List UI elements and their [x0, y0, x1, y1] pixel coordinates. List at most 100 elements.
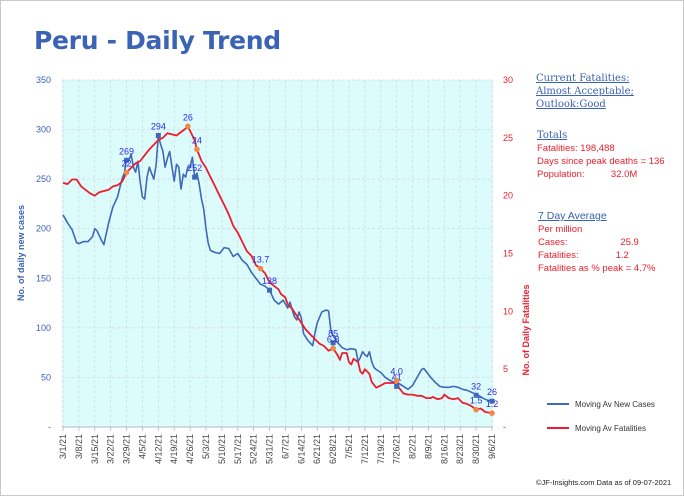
- x-axis: 3/1/21 3/8/21 3/15/21 3/22/21 3/29/21 4/5/21 4…: [58, 427, 497, 464]
- cases-data-label: 252: [187, 163, 202, 173]
- y-tick-label-right: 15: [503, 249, 513, 259]
- fatalities-data-label: 1.5: [470, 396, 483, 406]
- y-tick-label-right: 10: [503, 306, 513, 316]
- cases-marker: [473, 392, 479, 398]
- x-tick-label: 6/21/21: [312, 434, 322, 464]
- fatalities-data-label: 22: [122, 159, 132, 169]
- x-tick-label: 3/15/21: [90, 434, 100, 464]
- totals-box: Totals Fatalities: 198,488 Days since pe…: [537, 129, 665, 181]
- cases-marker: [192, 174, 198, 180]
- x-tick-label: 4/19/21: [169, 434, 179, 464]
- cases-line: [62, 134, 493, 402]
- y-tick-label-right: 5: [503, 364, 508, 374]
- y-tick-label-right: -: [503, 422, 506, 432]
- y-tick-label-left: 300: [36, 125, 51, 135]
- avg-heading: 7 Day Average: [538, 210, 607, 222]
- legend-item-fatalities: Moving Av Fatalities: [547, 416, 655, 440]
- y-tick-label-right: 20: [503, 191, 513, 201]
- legend-label-fatalities: Moving Av Fatalities: [575, 423, 646, 433]
- y-tick-label-left: 150: [36, 273, 51, 283]
- page-title: Peru - Daily Trend: [34, 26, 281, 55]
- series-lines: [62, 125, 493, 414]
- y-axis-label-right: No. of Daily Fatalities: [521, 284, 531, 375]
- y-tick-label-left: 200: [36, 224, 51, 234]
- x-tick-label: 9/6/21: [487, 434, 497, 459]
- x-tick-label: 6/14/21: [296, 434, 306, 464]
- x-tick-label: 6/7/21: [280, 434, 290, 459]
- fatalities-data-label: 24: [192, 135, 202, 145]
- avg-per-million: Per million: [538, 224, 583, 235]
- series-markers: 269 294 252 138 85 41 32 26 22 26 24 13.7 6.8 4.0 1.5 1…: [119, 112, 498, 416]
- totals-heading: Totals: [537, 130, 568, 141]
- x-tick-label: 8/9/21: [423, 434, 433, 459]
- fatalities-marker: [489, 410, 495, 416]
- x-tick-label: 5/17/21: [233, 434, 243, 464]
- fatalities-marker: [330, 345, 336, 352]
- fatalities-marker: [194, 146, 200, 153]
- x-tick-label: 8/16/21: [439, 434, 449, 464]
- cases-data-label: 138: [262, 276, 277, 286]
- x-tick-label: 7/5/21: [344, 434, 354, 459]
- y-tick-label-right: 30: [503, 75, 513, 85]
- fatalities-data-label: 4.0: [390, 367, 403, 377]
- gridlines: [62, 79, 493, 428]
- y-axis-right: - 5 10 15 20 25 30: [503, 75, 513, 432]
- cases-data-label: 85: [328, 329, 338, 339]
- fatalities-data-label: 6.8: [327, 334, 340, 344]
- y-axis-label-left: No. of daily new cases: [16, 205, 26, 301]
- avg-pct-peak: Fatalities as % peak = 4.7%: [538, 263, 656, 274]
- x-tick-label: 7/26/21: [392, 434, 402, 464]
- legend-item-cases: Moving Av New Cases: [547, 392, 655, 416]
- outlook-line-1: Current Fatalities:: [536, 73, 630, 84]
- cases-marker: [124, 157, 130, 163]
- x-tick-label: 8/2/21: [408, 434, 418, 459]
- cases-marker: [330, 340, 336, 346]
- x-tick-label: 3/22/21: [106, 434, 116, 464]
- x-tick-label: 3/8/21: [74, 434, 84, 459]
- y-tick-label-left: 350: [36, 75, 51, 85]
- outlook-line-3: Outlook:Good: [536, 99, 606, 110]
- x-tick-label: 8/30/21: [471, 434, 481, 464]
- cases-marker: [394, 383, 400, 389]
- x-tick-label: 7/19/21: [376, 434, 386, 464]
- x-tick-label: 5/24/21: [249, 434, 259, 464]
- legend-swatch-cases: [547, 403, 569, 405]
- avg-fatalities: Fatalities: 1.2: [538, 250, 629, 261]
- totals-days-since-peak: Days since peak deaths = 136: [537, 156, 665, 167]
- y-axis-left: - 50 100 150 200 250 300 350: [36, 75, 51, 432]
- outlook-box: Current Fatalities: Almost Acceptable; O…: [536, 72, 684, 111]
- fatalities-data-label: 13.7: [252, 255, 270, 265]
- legend-swatch-fatalities: [547, 427, 569, 429]
- x-tick-label: 4/5/21: [137, 434, 147, 459]
- cases-data-label: 26: [487, 387, 497, 397]
- seven-day-average-box: 7 Day Average Per million Cases: 25.9 Fa…: [538, 209, 656, 275]
- x-tick-label: 5/10/21: [217, 434, 227, 464]
- avg-cases: Cases: 25.9: [538, 237, 639, 248]
- legend-label-cases: Moving Av New Cases: [575, 399, 655, 409]
- footer-credit: ©JF-Insights.com Data as of 09-07-2021: [536, 478, 672, 487]
- totals-population: Population: 32.0M: [537, 169, 638, 180]
- fatalities-marker: [123, 169, 130, 176]
- fatalities-marker: [473, 406, 479, 413]
- fatalities-marker: [257, 265, 264, 272]
- x-tick-label: 8/23/21: [455, 434, 465, 464]
- cases-data-label: 32: [471, 381, 481, 391]
- x-tick-label: 6/28/21: [328, 434, 338, 464]
- y-tick-label-right: 25: [503, 133, 513, 143]
- fatalities-marker: [185, 123, 191, 130]
- x-tick-label: 3/1/21: [58, 434, 68, 459]
- x-tick-label: 4/12/21: [153, 434, 163, 464]
- totals-fatalities: Fatalities: 198,488: [537, 143, 615, 154]
- y-tick-label-left: 100: [36, 323, 51, 333]
- outlook-line-2: Almost Acceptable;: [536, 86, 634, 97]
- y-tick-label-left: 50: [41, 372, 51, 382]
- x-tick-label: 5/31/21: [265, 434, 275, 464]
- cases-data-label: 269: [119, 146, 134, 156]
- cases-data-label: 294: [151, 122, 166, 132]
- fatalities-data-label: 1.2: [486, 399, 499, 409]
- x-tick-label: 4/26/21: [185, 434, 195, 464]
- x-tick-label: 3/29/21: [122, 434, 132, 464]
- legend: Moving Av New Cases Moving Av Fatalities: [547, 392, 655, 440]
- cases-marker: [267, 287, 273, 293]
